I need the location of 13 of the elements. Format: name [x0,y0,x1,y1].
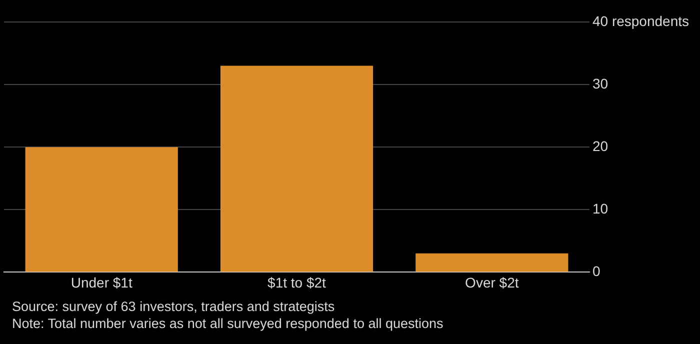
x-tick-label: Under $1t [70,274,132,290]
y-tick-label: 10 [592,200,608,217]
text: Note: Total number varies as not all surveyed responded to all questions [12,315,444,332]
source-note: Source: survey of 63 investors, traders and strategists [12,298,336,315]
y-tick-label: 0 [592,263,600,280]
x-tick-label: Over $2t [465,274,519,290]
y-tick-label: 20 [592,138,608,154]
bar [25,147,178,272]
y-tick-label: 30 [592,75,608,92]
y-tick-label: 40 respondents [592,12,690,29]
bar [220,66,374,272]
bar [416,253,568,272]
x-tick-label: $1t to $2t [268,274,326,290]
